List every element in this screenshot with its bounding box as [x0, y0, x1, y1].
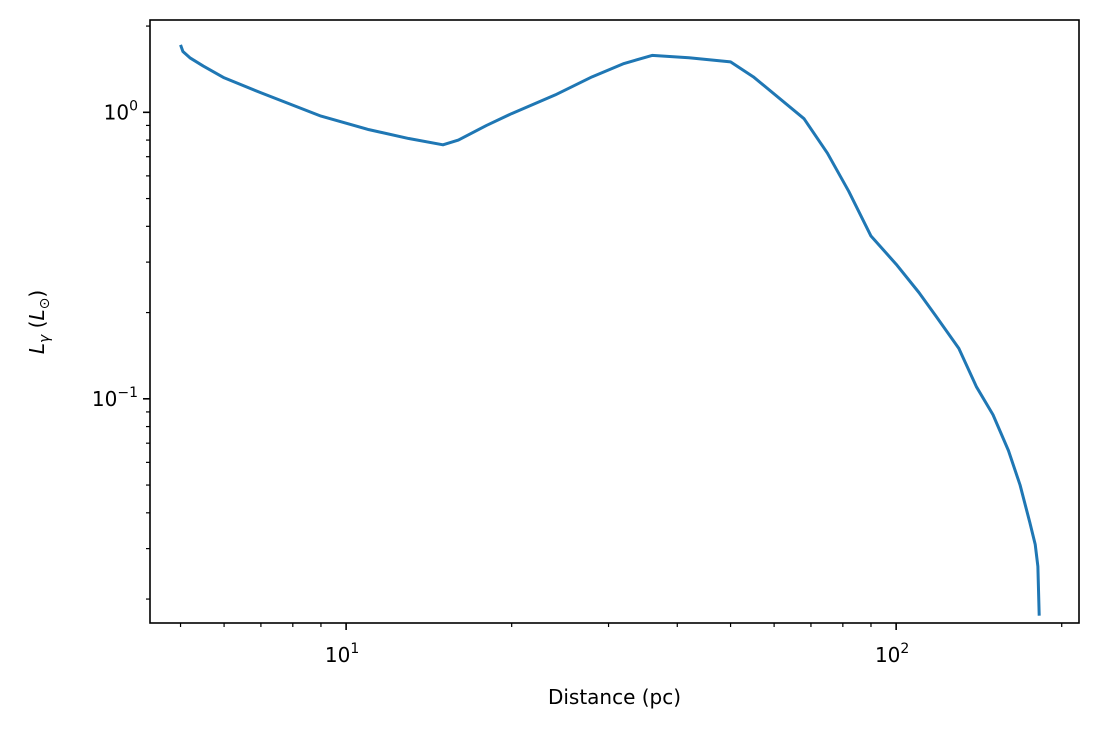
- y-axis-label: Lγ (L⊙): [25, 290, 53, 354]
- ticks: 101 102 100 10−1: [92, 25, 1063, 667]
- svg-text:Lγ (L⊙): Lγ (L⊙): [25, 290, 53, 354]
- series-line: [179, 44, 1041, 616]
- x-tick-label: 102: [875, 641, 909, 667]
- axes-frame: [149, 19, 1080, 624]
- x-axis-label: Distance (pc): [548, 685, 681, 709]
- y-tick-label: 10−1: [92, 385, 138, 411]
- y-tick-label: 100: [104, 98, 138, 124]
- x-tick-label: 101: [325, 641, 359, 667]
- plot-area: [179, 44, 1041, 616]
